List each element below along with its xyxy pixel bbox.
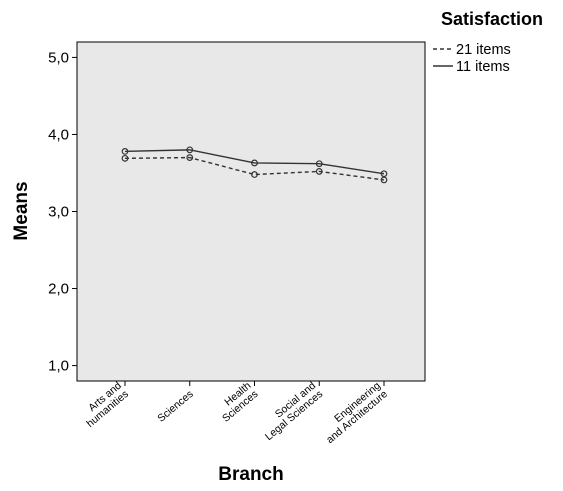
y-axis: 1,0 2,0 3,0 4,0 5,0 bbox=[48, 49, 77, 375]
data-point bbox=[380, 170, 388, 178]
legend-label: 11 items bbox=[456, 59, 510, 75]
x-tick-label: Engineeringand Architecture bbox=[317, 380, 390, 447]
data-point bbox=[186, 154, 194, 161]
x-axis: Arts andhumanities Sciences HealthSciences… bbox=[77, 380, 390, 447]
data-point bbox=[186, 146, 194, 154]
data-point bbox=[315, 160, 323, 168]
data-point bbox=[315, 168, 323, 175]
x-axis-title: Branch bbox=[218, 464, 283, 485]
x-tick-label: HealthSciences bbox=[213, 380, 261, 425]
data-point bbox=[121, 154, 129, 162]
data-point bbox=[251, 159, 258, 167]
y-tick-label: 3,0 bbox=[48, 204, 69, 221]
series-line bbox=[124, 149, 385, 175]
series-line bbox=[124, 156, 385, 181]
y-tick-label: 1,0 bbox=[48, 358, 69, 375]
data-point bbox=[251, 171, 258, 178]
y-tick-label: 2,0 bbox=[48, 281, 69, 298]
y-tick-label: 5,0 bbox=[48, 49, 69, 66]
x-tick-label: Arts andhumanities bbox=[77, 380, 131, 430]
x-tick-label: Sciences bbox=[155, 388, 195, 425]
x-tick-label: Social andLegal Sciences bbox=[256, 380, 325, 443]
data-point bbox=[121, 148, 129, 155]
y-tick-label: 4,0 bbox=[48, 126, 69, 143]
legend-title: Satisfaction bbox=[441, 9, 543, 29]
series-layer bbox=[121, 146, 388, 184]
y-axis-title: Means bbox=[11, 181, 32, 240]
legend-label: 21 items bbox=[456, 42, 511, 58]
plot-area bbox=[76, 41, 426, 382]
